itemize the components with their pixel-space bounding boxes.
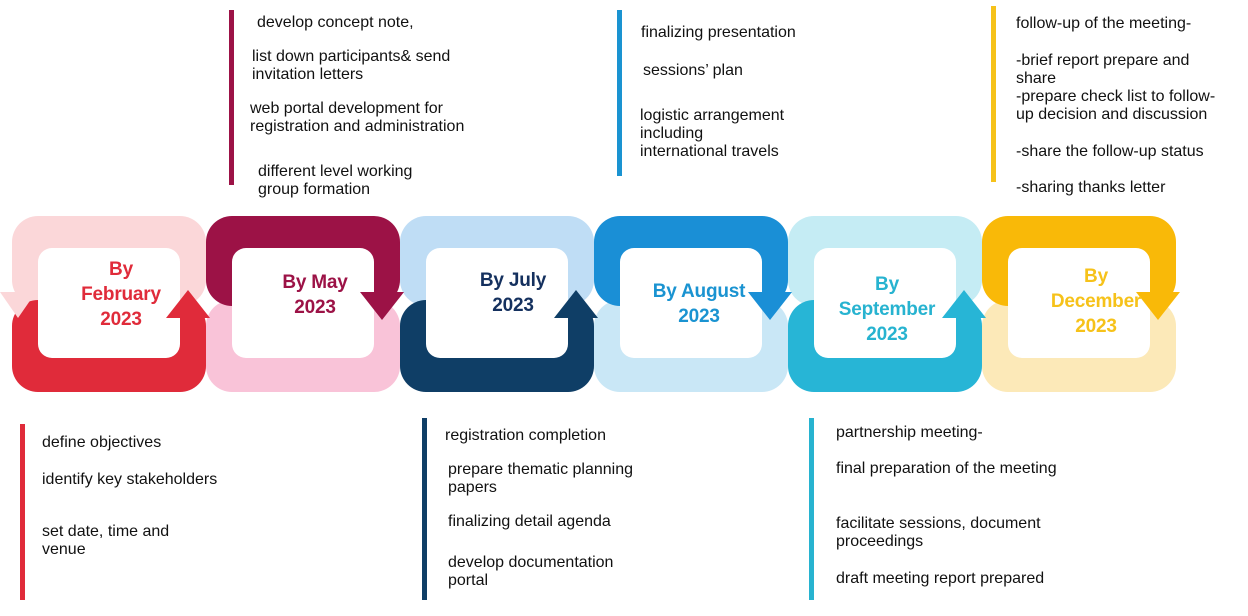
stage-card-august xyxy=(620,248,762,358)
note-line: up decision and discussion xyxy=(1016,106,1208,123)
note-line: partnership meeting- xyxy=(836,424,983,441)
stage-label-february: By February 2023 xyxy=(81,259,161,330)
note-bar-september xyxy=(809,418,814,600)
note-line: including xyxy=(640,125,704,142)
stage-label-december: By December 2023 xyxy=(1050,266,1142,337)
note-line: international travels xyxy=(640,143,779,160)
arrow-up-july xyxy=(554,290,598,318)
arrow-down-december xyxy=(1136,292,1180,320)
note-line: logistic arrangement xyxy=(640,107,785,124)
stage-label-july: By July 2023 xyxy=(479,270,547,316)
note-line: venue xyxy=(42,541,86,558)
stage-label-august: By August 2023 xyxy=(652,281,746,327)
note-line: finalizing detail agenda xyxy=(448,513,611,530)
note-line: define objectives xyxy=(42,434,162,451)
note-line: set date, time and xyxy=(42,523,170,540)
note-line: group formation xyxy=(258,181,371,198)
stage-card-july xyxy=(426,248,568,358)
note-line: draft meeting report prepared xyxy=(836,570,1045,587)
note-bar-august xyxy=(617,10,622,176)
note-line: -share the follow-up status xyxy=(1016,143,1204,160)
note-bar-may xyxy=(229,10,234,185)
stage-label-may: By May 2023 xyxy=(282,272,348,318)
note-line: papers xyxy=(448,479,497,496)
note-line: invitation letters xyxy=(252,66,364,83)
note-line: registration completion xyxy=(445,427,606,444)
stage-card-february xyxy=(38,248,180,358)
stage-card-may xyxy=(232,248,374,358)
note-bar-february xyxy=(20,424,25,600)
note-line: finalizing presentation xyxy=(641,24,796,41)
note-line: portal xyxy=(448,572,489,589)
note-line: -sharing thanks letter xyxy=(1016,179,1166,196)
note-line: develop documentation xyxy=(448,554,614,571)
note-line: prepare thematic planning xyxy=(448,461,634,478)
stage-card-september xyxy=(814,248,956,358)
note-bar-december xyxy=(991,6,996,182)
note-line: final preparation of the meeting xyxy=(836,460,1057,477)
note-line: -prepare check list to follow- xyxy=(1016,88,1216,105)
note-line: list down participants& send xyxy=(252,48,451,65)
stage-card-december xyxy=(1008,248,1150,358)
note-line: registration and administration xyxy=(250,118,465,135)
note-line: web portal development for xyxy=(250,100,443,117)
arrow-down-start xyxy=(0,292,36,318)
note-line: different level working xyxy=(258,163,413,180)
note-line: share xyxy=(1016,70,1057,87)
note-line: follow-up of the meeting- xyxy=(1016,15,1192,32)
arrow-up-september xyxy=(942,290,986,318)
note-line: -brief report prepare and xyxy=(1016,52,1190,69)
note-line: facilitate sessions, document xyxy=(836,515,1041,532)
arrow-down-august xyxy=(748,292,792,320)
note-line: sessions’ plan xyxy=(643,62,743,79)
stage-label-september: By September 2023 xyxy=(838,274,936,345)
note-line: proceedings xyxy=(836,533,924,550)
note-bar-july xyxy=(422,418,427,600)
arrow-up-february xyxy=(166,290,210,318)
note-line: develop concept note, xyxy=(257,14,414,31)
note-line: identify key stakeholders xyxy=(42,471,218,488)
arrow-down-may xyxy=(360,292,404,320)
